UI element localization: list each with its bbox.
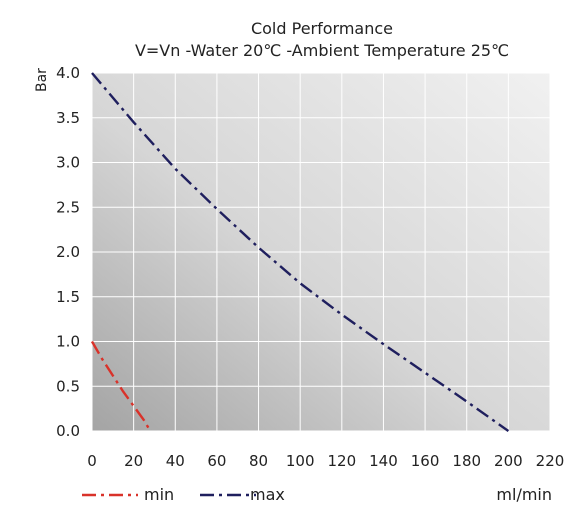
- y-tick-label: 4.0: [56, 64, 80, 82]
- x-tick-label: 220: [536, 452, 565, 470]
- x-tick-label: 160: [411, 452, 440, 470]
- grid: [91, 72, 551, 432]
- series-lines: [90, 72, 510, 432]
- y-tick-label: 3.0: [56, 154, 80, 172]
- x-tick-labels: 0 20 40 60 80 100 120 140 160 180 200 220: [87, 452, 564, 470]
- x-tick-label: 40: [166, 452, 185, 470]
- legend: min max: [82, 485, 285, 504]
- y-tick-label: 2.0: [56, 243, 80, 261]
- legend-label-min: min: [144, 485, 174, 504]
- y-tick-label: 3.5: [56, 109, 80, 127]
- x-tick-label: 100: [286, 452, 315, 470]
- y-tick-label: 2.5: [56, 198, 80, 216]
- y-tick-label: 0.0: [56, 422, 80, 440]
- x-tick-label: 120: [327, 452, 356, 470]
- x-tick-label: 0: [87, 452, 97, 470]
- y-tick-label: 0.5: [56, 377, 80, 395]
- x-tick-label: 80: [249, 452, 268, 470]
- y-tick-label: 1.0: [56, 333, 80, 351]
- x-tick-label: 200: [494, 452, 523, 470]
- y-axis-label: Bar: [34, 68, 50, 92]
- y-tick-label: 1.5: [56, 288, 80, 306]
- x-tick-label: 140: [369, 452, 398, 470]
- x-tick-label: 60: [207, 452, 226, 470]
- y-tick-labels: 0.0 0.5 1.0 1.5 2.0 2.5 3.0 3.5 4.0: [56, 64, 80, 440]
- chart-title: Cold Performance: [251, 19, 393, 38]
- x-axis-label: ml/min: [496, 485, 552, 504]
- legend-label-max: max: [250, 485, 285, 504]
- series-line-max: [91, 72, 510, 432]
- x-tick-label: 180: [452, 452, 481, 470]
- series-line-min: [90, 340, 152, 432]
- chart-subtitle: V=Vn -Water 20℃ -Ambient Temperature 25℃: [135, 41, 509, 60]
- x-tick-label: 20: [124, 452, 143, 470]
